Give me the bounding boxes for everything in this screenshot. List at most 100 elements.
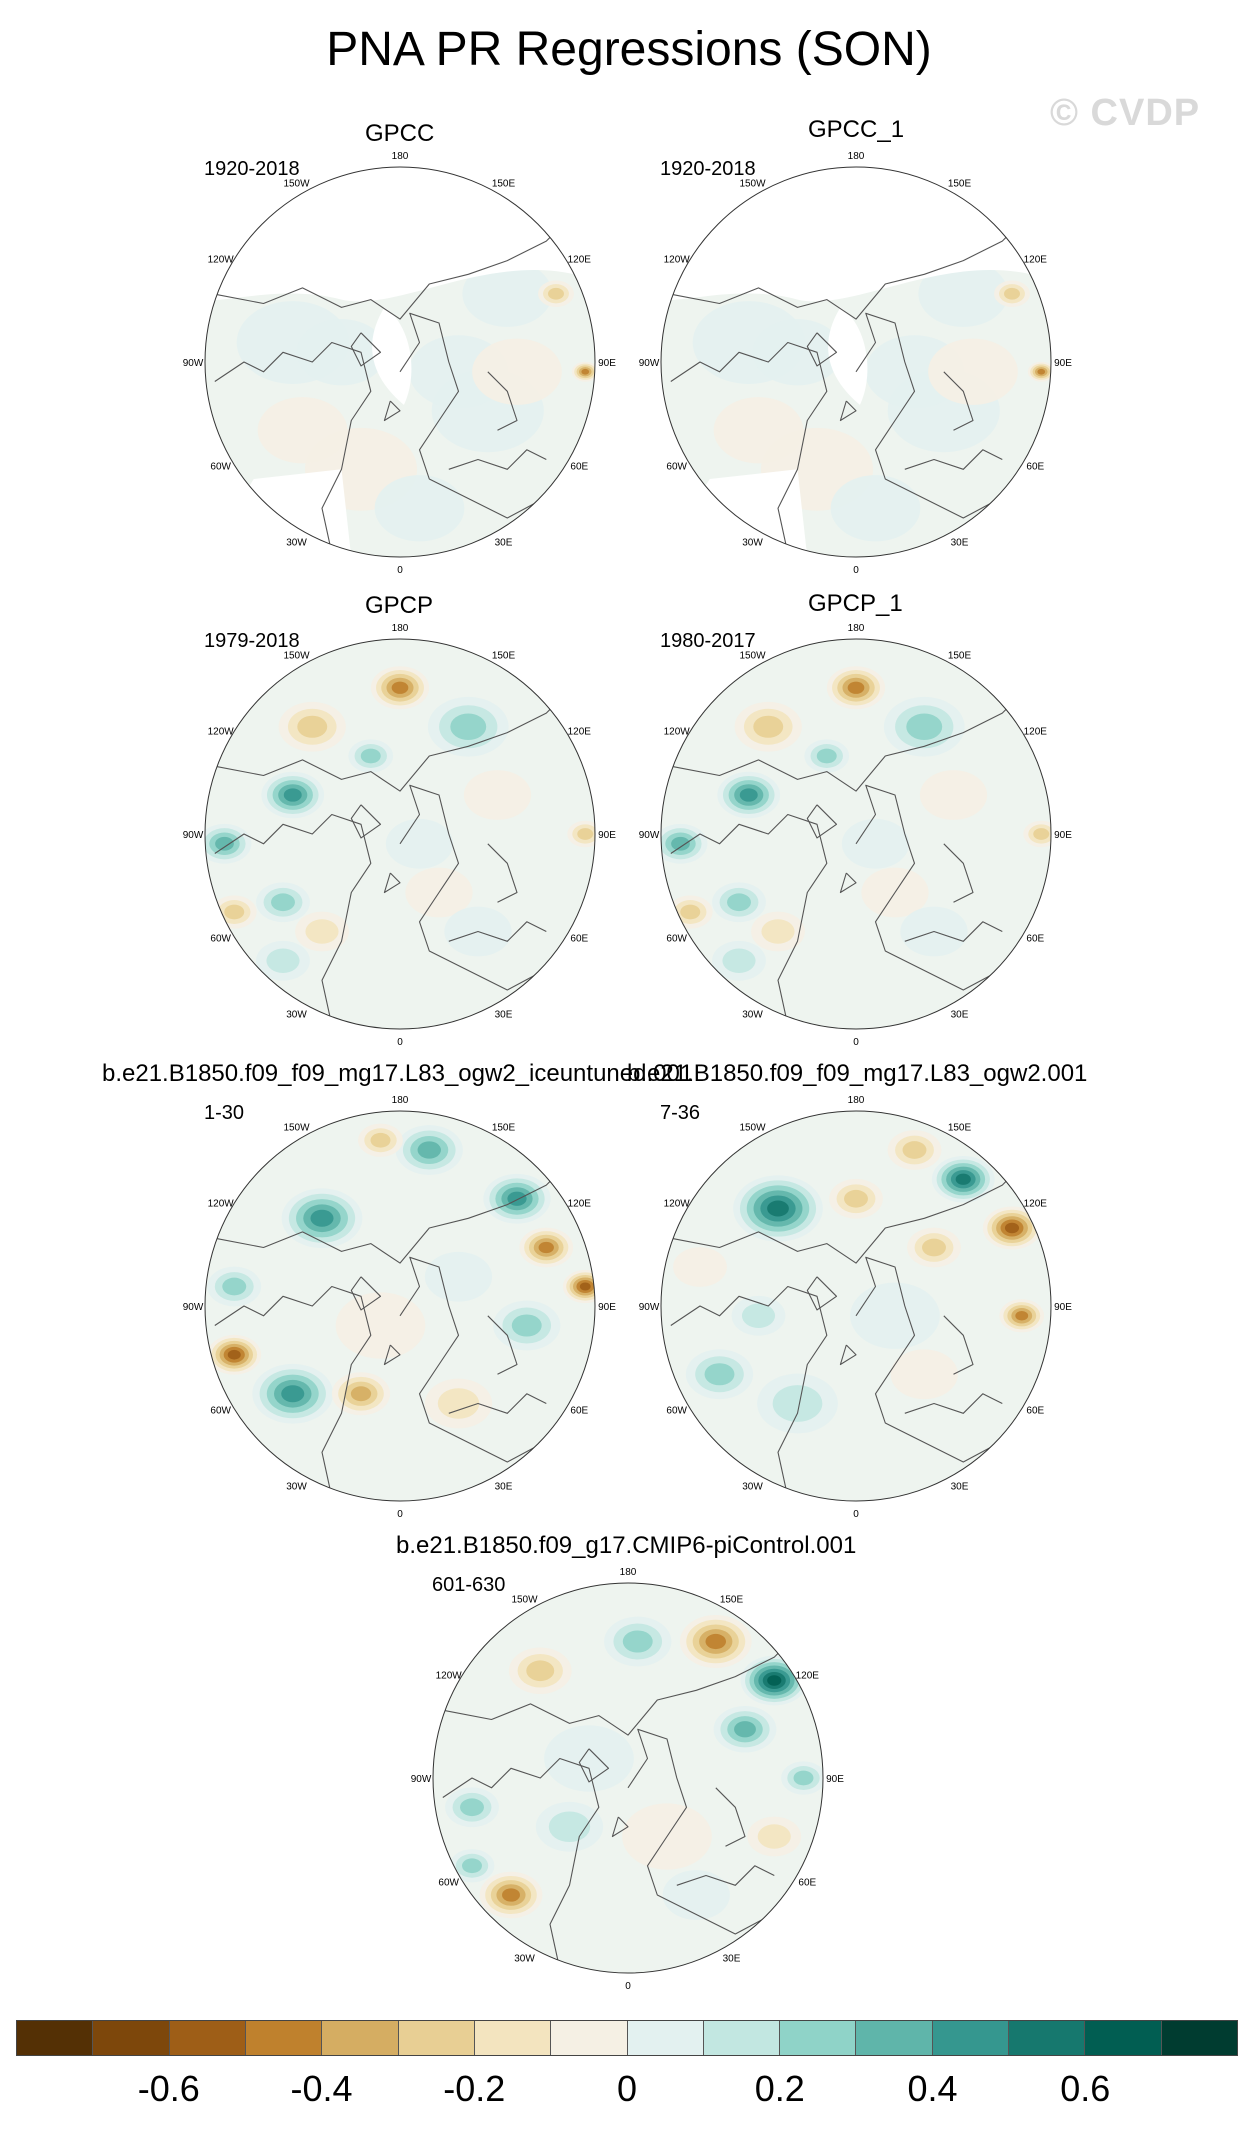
regression-contour [360, 748, 381, 764]
no-data-greenland-mask [828, 307, 868, 405]
regression-contour [705, 1633, 727, 1650]
longitude-label: 180 [392, 151, 409, 162]
regression-contour [224, 904, 245, 920]
coastline [487, 1315, 518, 1375]
longitude-label: 150E [948, 1123, 972, 1134]
map-boundary [204, 166, 596, 558]
longitude-label: 180 [392, 623, 409, 634]
regression-contour [385, 818, 454, 869]
map-model-picontrol: 180 150E 120E 90E 60E 30E 0 30W 60W 90W 120W 150W [411, 1567, 845, 1992]
regression-contour [850, 1282, 940, 1349]
longitude-label: 30E [723, 1953, 741, 1964]
longitude-label: 0 [397, 1037, 403, 1048]
regression-contour [761, 919, 795, 944]
longitude-label: 60E [798, 1878, 816, 1889]
map-gpcc-1: 180 150E 120E 90E 60E 30E 0 30W 60W 90W 120W 150W [639, 151, 1073, 576]
longitude-label: 120E [796, 1671, 820, 1682]
map-boundary [204, 638, 596, 1030]
coastline [350, 1276, 382, 1311]
regression-contour [502, 1888, 520, 1902]
longitude-label: 120E [1024, 255, 1048, 266]
longitude-label: 30W [286, 1009, 307, 1020]
regression-contour [437, 1388, 480, 1419]
coastline [350, 332, 382, 367]
map-boundary [204, 1110, 596, 1502]
regression-contour [847, 681, 865, 694]
coastline [448, 449, 547, 470]
colorbar-swatch [1085, 2021, 1162, 2055]
coastline [904, 1393, 1003, 1414]
coastline [578, 1748, 610, 1783]
panel-title-gpcp-1: GPCP_1 [808, 590, 903, 617]
longitude-label: 60E [570, 462, 588, 473]
panel-title-model-ogw2: b.e21.B1850.f09_f09_mg17.L83_ogw2.001 [627, 1060, 1088, 1087]
longitude-label: 120E [1024, 1199, 1048, 1210]
regression-contour [544, 1725, 634, 1792]
colorbar-tick-label: -0.6 [137, 2068, 200, 2109]
longitude-label: 180 [848, 1095, 865, 1106]
panel-years-model-iceuntuned: 1-30 [204, 1102, 245, 1124]
regression-contour [417, 1141, 441, 1159]
longitude-label: 90W [183, 830, 204, 841]
coastline [904, 449, 1003, 470]
longitude-label: 90W [411, 1774, 432, 1785]
regression-contour [906, 713, 943, 741]
coastline [904, 921, 1003, 942]
regression-contour [741, 1303, 776, 1328]
colorbar-swatch [551, 2021, 628, 2055]
coastline [212, 687, 572, 792]
regression-contour [305, 919, 339, 944]
regression-contour [844, 1189, 868, 1208]
longitude-label: 180 [620, 1567, 637, 1578]
regression-contour [526, 1660, 555, 1682]
colorbar-swatch [322, 2021, 399, 2055]
coastline [448, 921, 547, 942]
longitude-label: 0 [853, 1509, 859, 1520]
colorbar-swatch [169, 2021, 246, 2055]
coastline [670, 813, 828, 1026]
coastline [383, 1344, 401, 1366]
regression-contour [830, 475, 921, 542]
coastline [670, 341, 828, 554]
map-gpcp-1: 180 150E 120E 90E 60E 30E 0 30W 60W 90W 120W 150W [639, 623, 1073, 1048]
longitude-label: 90E [598, 1302, 616, 1313]
longitude-label: 0 [625, 1981, 631, 1992]
no-data-ocean-mask [205, 167, 595, 302]
longitude-label: 0 [853, 565, 859, 576]
longitude-label: 120W [208, 1199, 235, 1210]
longitude-label: 150E [492, 179, 516, 190]
coastline [806, 332, 838, 367]
regression-contour [1004, 287, 1020, 300]
regression-contour [890, 1349, 958, 1400]
regression-contour [767, 1200, 789, 1217]
panel-years-gpcp-1: 1980-2017 [660, 630, 756, 652]
coastline [440, 1631, 800, 1736]
colorbar-swatch [245, 2021, 323, 2055]
coastline [715, 1787, 746, 1847]
colorbar-tick-label: -0.2 [443, 2068, 506, 2109]
coastline [487, 843, 518, 903]
coastline [668, 1159, 1028, 1264]
regression-contour [581, 368, 590, 375]
map-boundary [660, 1110, 1052, 1502]
coastline [806, 1276, 838, 1311]
regression-contour [673, 1247, 727, 1287]
coastline [627, 1728, 765, 1935]
regression-contour [266, 948, 300, 973]
colorbar-swatch [1009, 2021, 1086, 2055]
coastline [855, 312, 993, 519]
longitude-label: 30E [951, 537, 969, 548]
colorbar-tick-label: -0.4 [290, 2068, 353, 2109]
panel-title-model-picontrol: b.e21.B1850.f09_g17.CMIP6-piControl.001 [396, 1532, 857, 1559]
coastline [399, 1256, 537, 1463]
regression-contour [816, 748, 837, 764]
longitude-label: 150W [739, 1123, 766, 1134]
longitude-label: 90E [598, 358, 616, 369]
longitude-label: 90E [826, 1774, 844, 1785]
longitude-label: 90E [1054, 358, 1072, 369]
regression-contour [460, 1798, 484, 1817]
longitude-label: 90E [1054, 830, 1072, 841]
longitude-label: 30E [495, 537, 513, 548]
regression-contour [772, 1385, 823, 1422]
coastline [212, 215, 572, 320]
